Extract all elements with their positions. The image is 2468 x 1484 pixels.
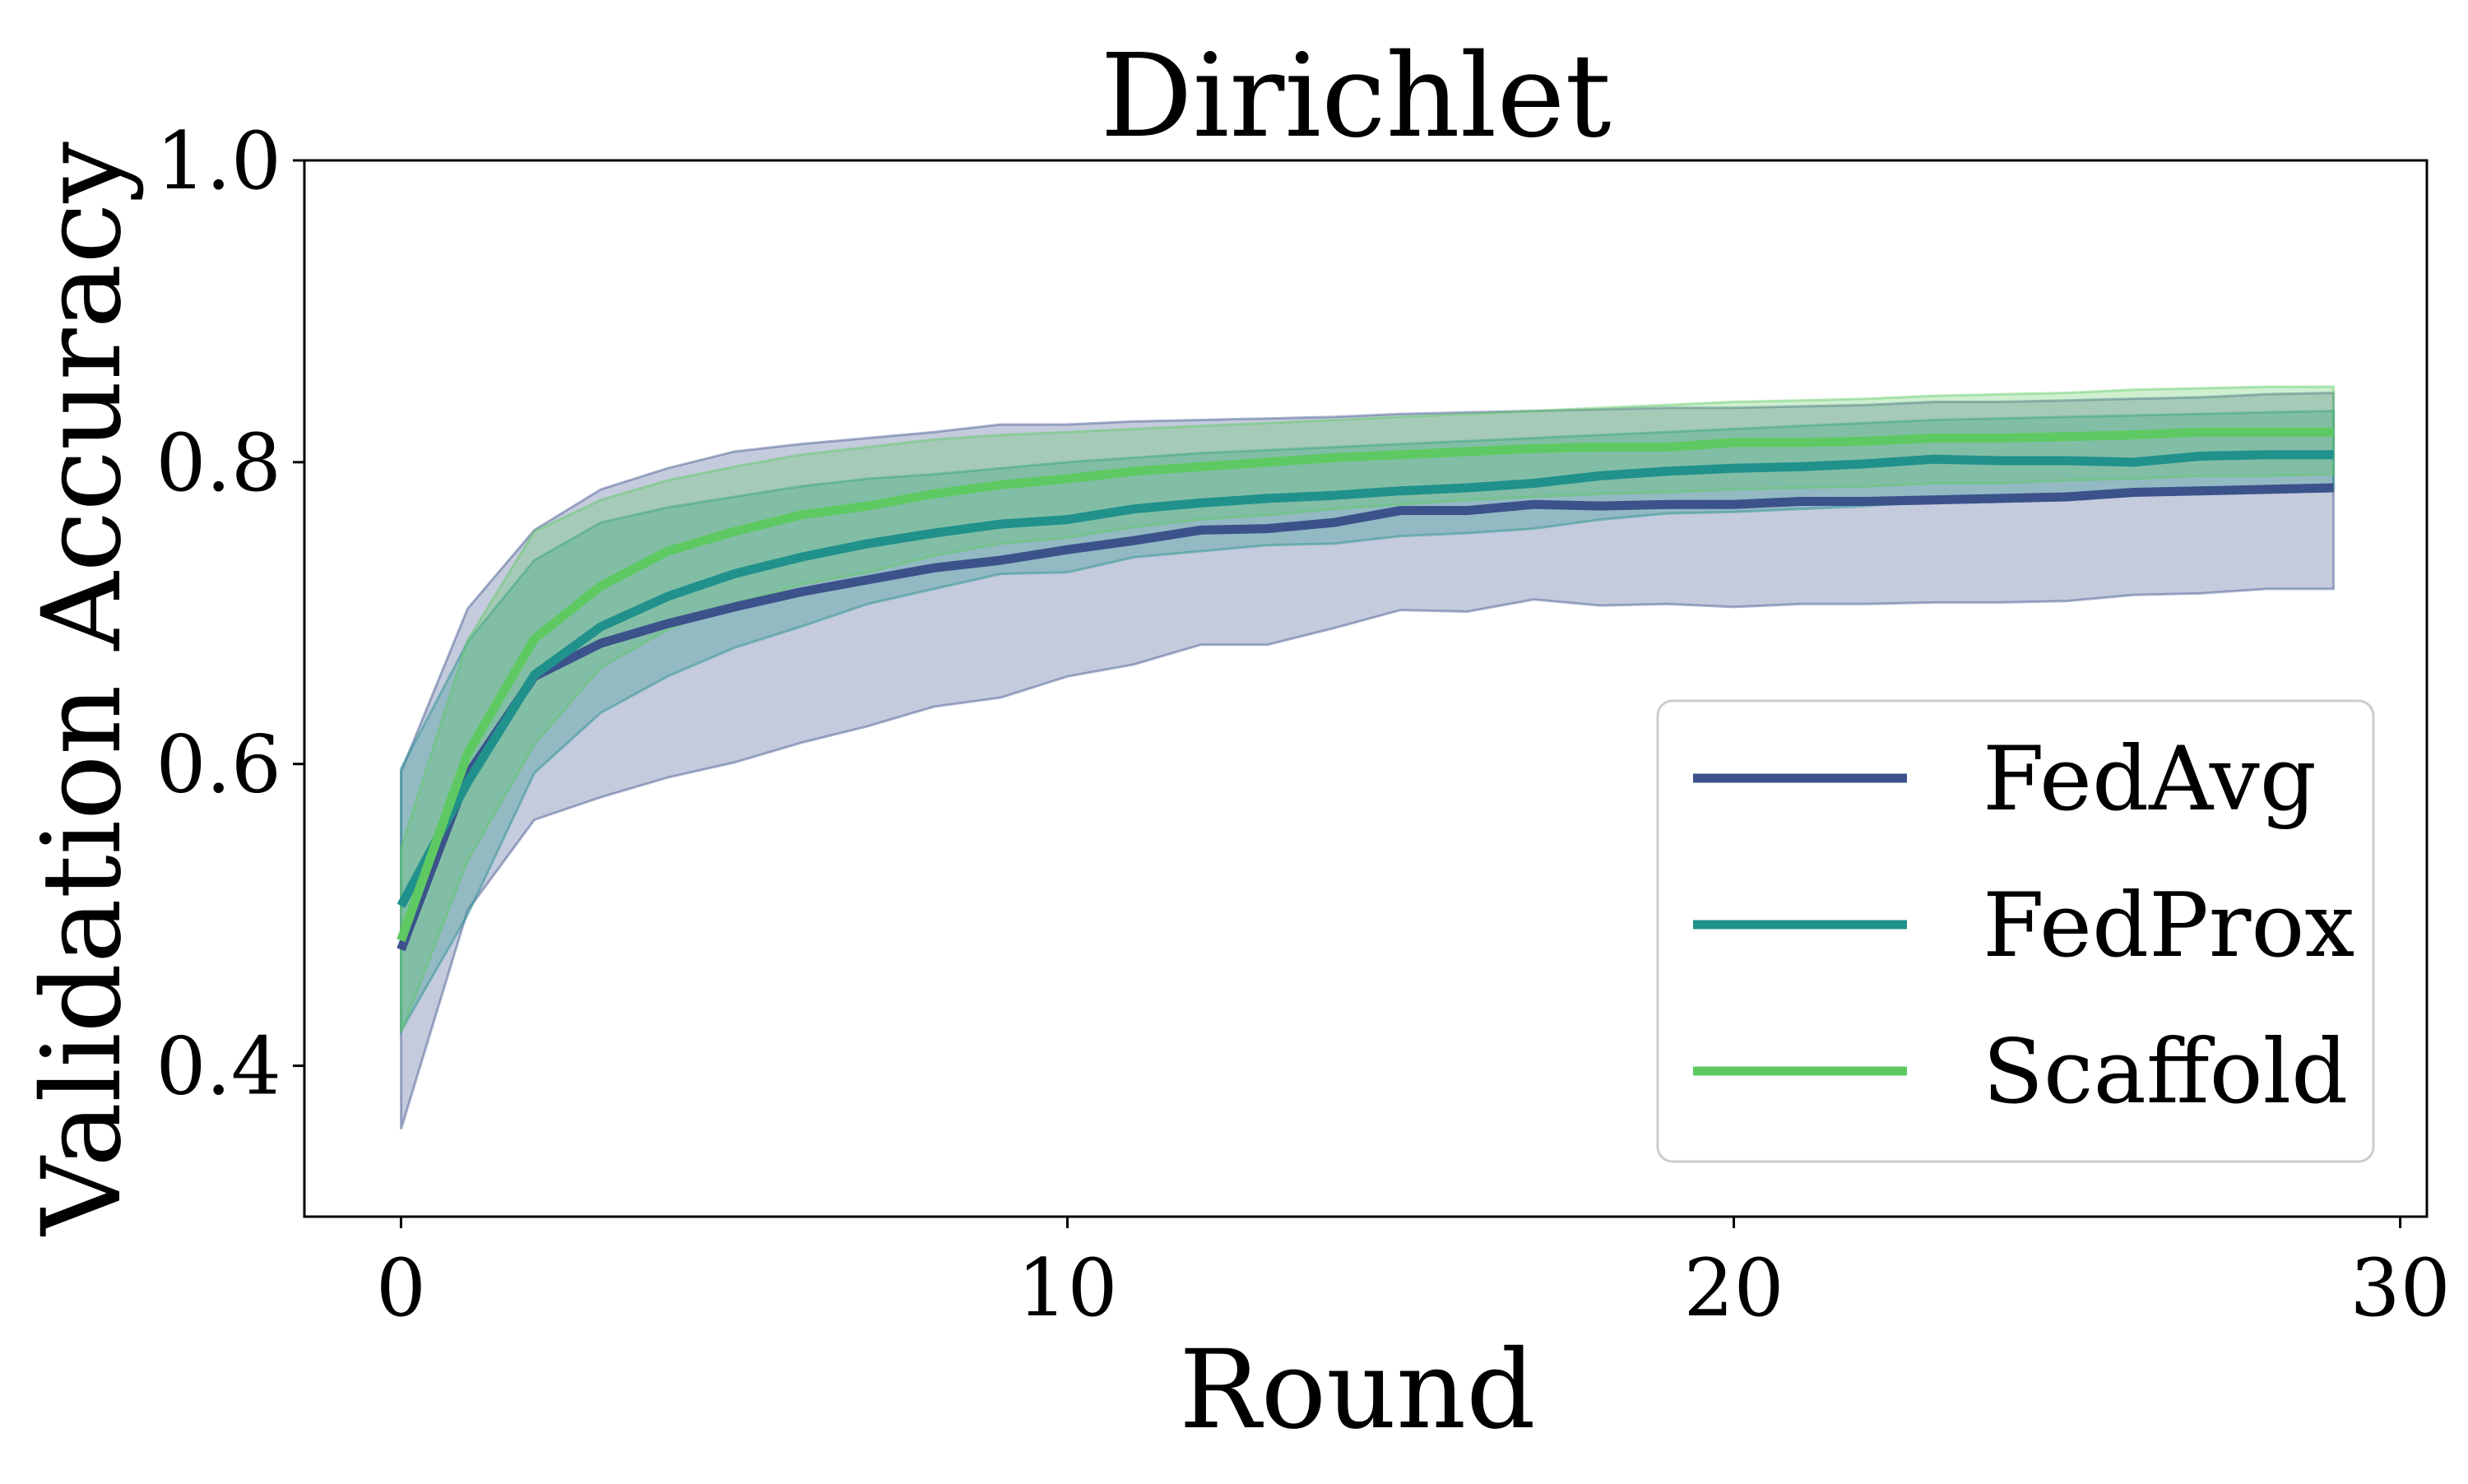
y-tick-label: 0.8 <box>155 417 281 509</box>
y-tick-label: 0.4 <box>155 1021 281 1113</box>
x-tick-label: 0 <box>376 1242 426 1334</box>
legend: FedAvg FedProx Scaffold <box>1656 699 2375 1163</box>
x-tick-label: 20 <box>1683 1242 1784 1334</box>
y-tick-label: 1.0 <box>155 115 281 207</box>
y-axis: 0.4 0.6 0.8 1.0 <box>155 115 304 1113</box>
legend-label-scaffold: Scaffold <box>1983 1021 2348 1124</box>
x-tick-label: 30 <box>2350 1242 2451 1334</box>
series-lines <box>397 427 2334 952</box>
x-axis: 0 10 20 30 <box>376 1217 2451 1334</box>
plot-area-frame <box>303 159 2429 1218</box>
y-axis-label: Validation Accuracy <box>19 141 146 1237</box>
legend-label-fedavg: FedAvg <box>1983 728 2317 831</box>
fedprox-line <box>397 450 2334 908</box>
fedavg-line <box>397 483 2334 952</box>
x-tick-label: 10 <box>1017 1242 1117 1334</box>
y-tick-label: 0.6 <box>155 719 281 811</box>
legend-label-fedprox: FedProx <box>1983 874 2354 977</box>
x-axis-label: Round <box>1179 1327 1535 1454</box>
scaffold-confidence-band <box>400 385 2336 1033</box>
scaffold-line <box>397 427 2334 943</box>
chart-title: Dirichlet <box>1100 30 1611 164</box>
legend-box <box>1656 699 2375 1163</box>
